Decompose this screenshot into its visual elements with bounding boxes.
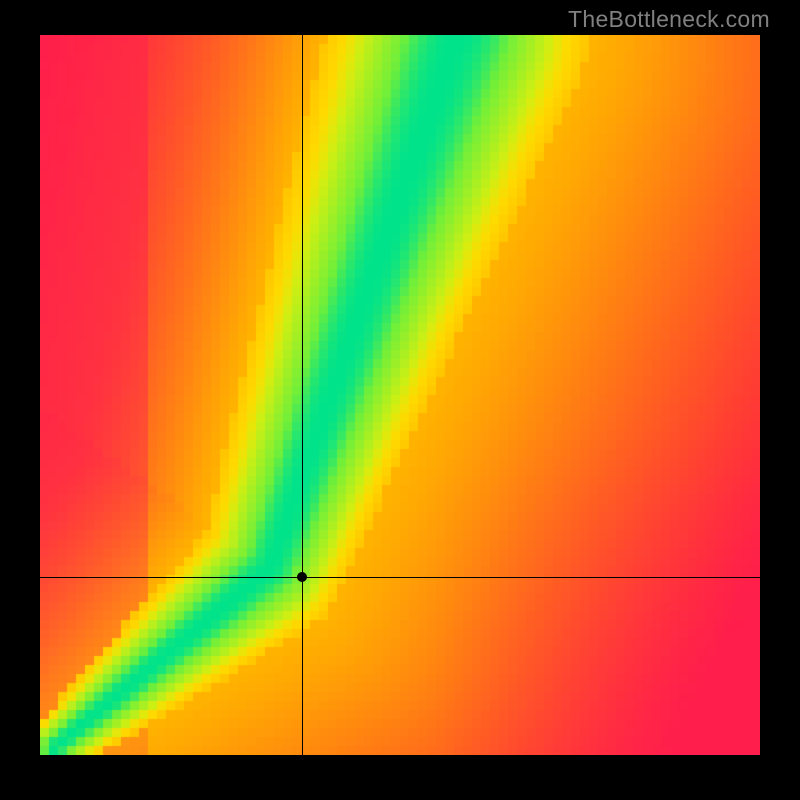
crosshair-vertical	[302, 35, 303, 755]
watermark-text: TheBottleneck.com	[568, 6, 770, 33]
heatmap-canvas	[40, 35, 760, 755]
marker-dot	[297, 572, 307, 582]
crosshair-horizontal	[40, 577, 760, 578]
